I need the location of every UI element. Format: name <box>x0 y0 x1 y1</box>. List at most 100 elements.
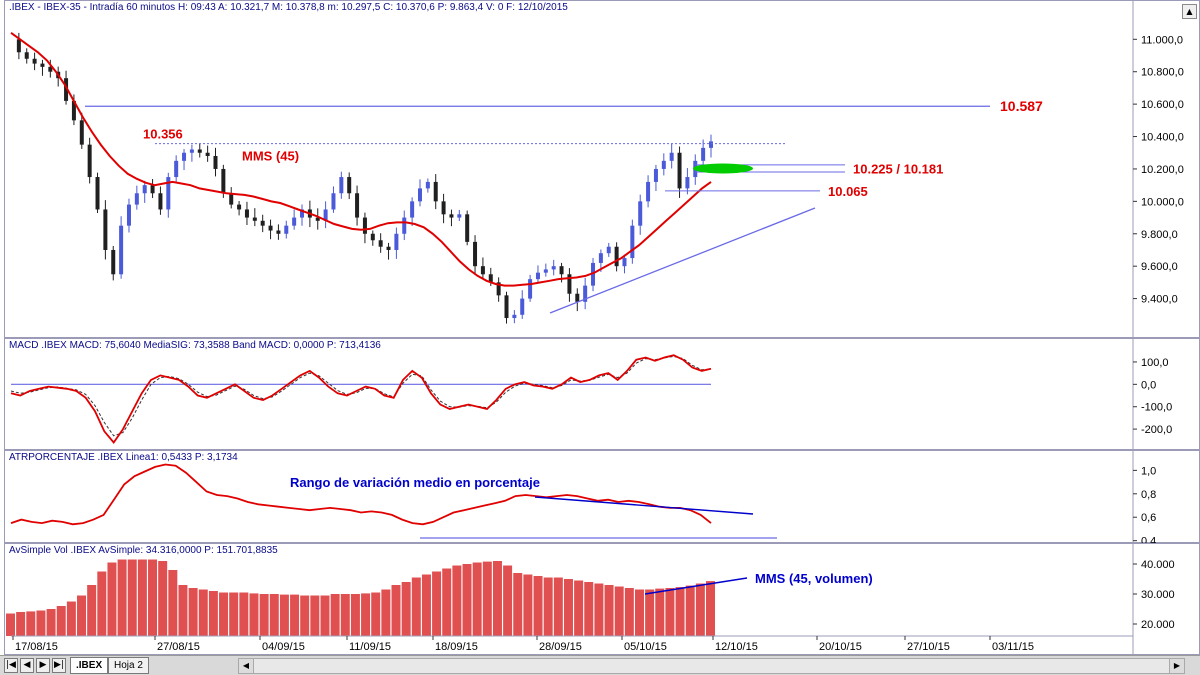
y-tick-label: 0,0 <box>1141 379 1156 391</box>
volume-bar <box>706 581 715 636</box>
volume-bar <box>26 611 36 636</box>
volume-bar <box>391 585 401 636</box>
candle-body <box>583 285 588 302</box>
candle-body <box>567 274 572 294</box>
volume-bar <box>46 609 56 636</box>
y-tick-label: 10.000,0 <box>1141 196 1184 208</box>
maximize-pane-button[interactable]: ▲ <box>1182 4 1197 19</box>
volume-bar <box>584 582 594 636</box>
volume-bar <box>452 565 462 636</box>
candle-body <box>48 66 53 72</box>
volume-bar <box>574 580 584 636</box>
candle-body <box>378 240 383 247</box>
volume-bar <box>87 585 97 636</box>
volume-bar <box>127 559 137 636</box>
price-pane: 11.000,0 10.800,0 10.600,0 10.400,0 10.200,0… <box>4 0 1200 339</box>
volume-bar <box>310 595 320 636</box>
volume-bar <box>158 561 168 636</box>
atr-annotation: Rango de variación medio en porcentaje <box>290 475 540 490</box>
candle-body <box>134 193 139 205</box>
candle-body <box>457 214 462 218</box>
candle-body <box>205 152 210 156</box>
prev-sheet-button[interactable]: ◀ <box>20 658 34 673</box>
candle-body <box>598 253 603 263</box>
candle-body <box>685 177 690 189</box>
volume-bar <box>330 594 340 636</box>
candle-body <box>646 181 651 202</box>
candle-body <box>638 201 643 226</box>
candle-body <box>473 241 478 267</box>
x-tick-label: 28/09/15 <box>539 641 582 653</box>
volume-trend-line <box>644 577 748 595</box>
x-tick-label: 05/10/15 <box>624 641 667 653</box>
y-tick-label: 9.600,0 <box>1141 261 1178 273</box>
candle-body <box>496 282 501 296</box>
volume-bar <box>624 588 634 636</box>
level-10587-label: 10.587 <box>1000 98 1043 114</box>
scroll-left-button[interactable]: ◀ <box>239 659 254 673</box>
y-tick-label: 100,0 <box>1141 357 1169 369</box>
y-tick-label: 9.800,0 <box>1141 229 1178 241</box>
candle-body <box>417 188 422 202</box>
candle-body <box>79 120 84 145</box>
candle-body <box>268 225 273 231</box>
volume-bar <box>148 559 158 636</box>
volume-bar <box>523 574 533 636</box>
candle-body <box>292 217 297 226</box>
volume-bar <box>350 594 360 636</box>
y-tick-label: 30.000 <box>1141 589 1175 601</box>
candle-body <box>480 266 485 275</box>
volume-bar <box>208 591 218 636</box>
macd-pane: 100,0 0,0 -100,0 -200,0 MACD .IBEX MACD: 75… <box>4 338 1200 451</box>
volume-bar <box>97 571 107 636</box>
candle-body <box>606 246 611 254</box>
candle-body <box>347 177 352 194</box>
candle-body <box>386 246 391 250</box>
candle-body <box>362 217 367 234</box>
volume-bar <box>229 592 239 636</box>
volume-annotation: MMS (45, volumen) <box>755 571 873 586</box>
price-pane-title: .IBEX - IBEX-35 - Intradía 60 minutos H:… <box>9 2 568 13</box>
tab-hoja-2[interactable]: Hoja 2 <box>108 657 149 674</box>
atr-pane: 1,0 0,8 0,6 0,4 Rango de variación medio en … <box>4 450 1200 544</box>
macd-pane-title: MACD .IBEX MACD: 75,6040 MediaSIG: 73,35… <box>9 340 381 351</box>
candle-body <box>119 225 124 275</box>
candle-body <box>441 201 446 215</box>
next-sheet-button[interactable]: ▶ <box>36 658 50 673</box>
candle-body <box>339 177 344 194</box>
x-tick-label: 11/09/15 <box>349 641 391 653</box>
atr-pane-title: ATRPORCENTAJE .IBEX Linea1: 0,5433 P: 3,… <box>9 452 238 463</box>
scroll-right-button[interactable]: ▶ <box>1169 659 1184 673</box>
ma45-label: MMS (45) <box>242 149 299 164</box>
last-sheet-button[interactable]: ▶| <box>52 658 66 673</box>
candle-body <box>370 233 375 241</box>
y-tick-label: 9.400,0 <box>1141 294 1178 306</box>
tab-ibex[interactable]: .IBEX <box>70 657 109 674</box>
x-tick-label: 27/10/15 <box>907 641 950 653</box>
volume-bar <box>594 583 604 636</box>
volume-bar <box>655 588 665 636</box>
candle-body <box>284 225 289 234</box>
candle-body <box>677 152 682 189</box>
volume-bar <box>279 594 289 636</box>
volume-bar <box>695 583 705 636</box>
volume-bar <box>6 613 15 636</box>
candle-body <box>512 314 517 319</box>
candle-body <box>260 220 265 226</box>
candle-body <box>323 209 328 221</box>
volume-bar <box>66 601 76 636</box>
x-tick-label: 12/10/15 <box>715 641 758 653</box>
candle-body <box>252 217 257 221</box>
macd-chart: 100,0 0,0 -100,0 -200,0 <box>10 339 1172 451</box>
horizontal-scrollbar[interactable]: ◀ ▶ <box>238 658 1185 674</box>
volume-bar <box>300 595 310 636</box>
candle-body <box>410 201 415 218</box>
y-tick-label: 10.200,0 <box>1141 164 1184 176</box>
first-sheet-button[interactable]: |◀ <box>4 658 18 673</box>
candle-body <box>189 149 194 153</box>
candle-body <box>276 230 281 234</box>
volume-bar <box>361 593 371 636</box>
candle-body <box>520 298 525 315</box>
candle-body <box>614 246 619 267</box>
candle-body <box>622 258 627 267</box>
